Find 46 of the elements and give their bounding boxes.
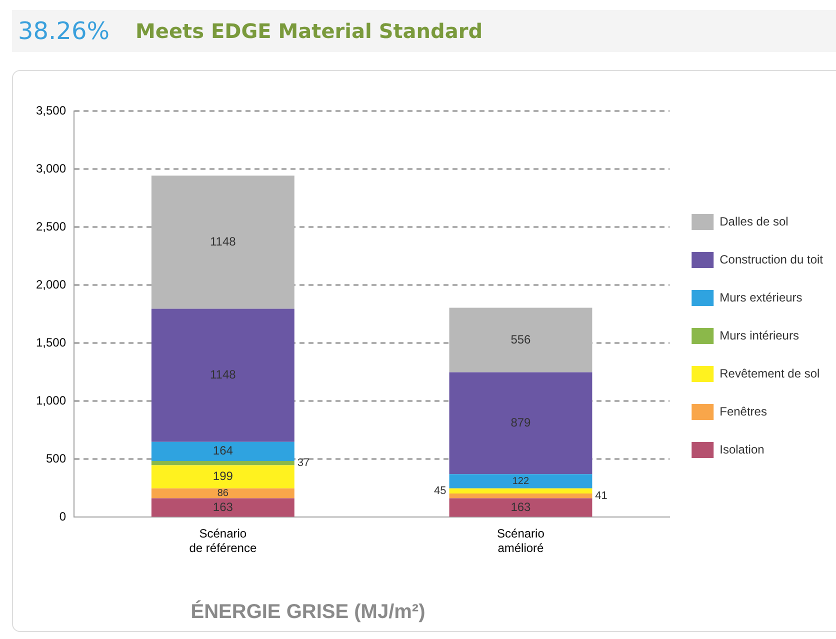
bar — [449, 474, 592, 488]
data-label: 163 — [510, 500, 532, 514]
legend-label: Isolation — [720, 442, 764, 456]
y-tick-label: 500 — [46, 452, 66, 466]
y-tick-label: 3,500 — [36, 104, 66, 118]
data-label: 163 — [212, 500, 234, 514]
data-label: 164 — [212, 444, 234, 458]
legend-label: Murs extérieurs — [720, 290, 802, 304]
bar — [449, 372, 592, 474]
data-label: 45 — [434, 484, 446, 497]
y-tick-label: 3,000 — [36, 162, 66, 176]
data-label: 1148 — [210, 234, 236, 248]
y-tick-label: 1,500 — [36, 336, 66, 350]
legend-label: Construction du toit — [720, 252, 824, 266]
bar — [151, 176, 294, 309]
bar — [151, 308, 294, 442]
bar — [151, 460, 294, 466]
bar — [449, 308, 592, 372]
data-label: 879 — [510, 415, 532, 430]
data-label: 199 — [212, 469, 234, 484]
y-tick-label: 1,000 — [36, 394, 66, 408]
bar — [449, 498, 592, 517]
bar — [151, 488, 294, 498]
bar — [151, 442, 294, 461]
bar — [449, 494, 592, 498]
legend-label: Dalles de sol — [720, 214, 788, 228]
chart-subtitle: Meets EDGE Material Standard — [136, 19, 483, 43]
data-label: 86 — [217, 488, 229, 500]
data-label: 556 — [510, 332, 532, 346]
data-label: 122 — [512, 476, 530, 487]
chart-title: 38.26% — [18, 17, 110, 45]
legend-label: Fenêtres — [720, 404, 767, 418]
legend-label: Revêtement de sol — [720, 366, 820, 380]
x-tick-label: Scénario de référence — [189, 526, 257, 556]
bar — [449, 488, 592, 494]
data-label: 41 — [595, 490, 608, 502]
y-tick-label: 2,500 — [36, 220, 66, 234]
data-label: 37 — [297, 457, 310, 470]
data-label: 1148 — [210, 368, 236, 382]
bar — [151, 465, 294, 488]
y-tick-label: 2,000 — [36, 278, 66, 292]
bar — [151, 498, 294, 517]
y-tick-label: 0 — [59, 510, 66, 524]
x-axis-title: ÉNERGIE GRISE (MJ/m²) — [190, 601, 426, 624]
legend-label: Murs intérieurs — [720, 328, 799, 342]
x-tick-label: Scénario amélioré — [497, 526, 545, 556]
